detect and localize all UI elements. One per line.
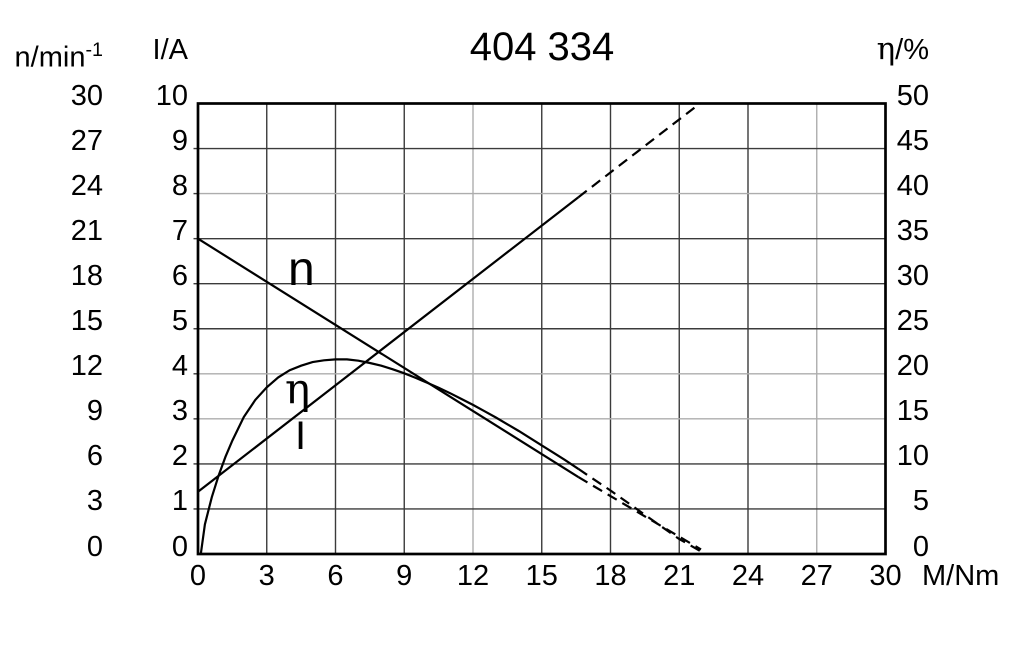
current-curve-label: I bbox=[295, 414, 307, 458]
series-speed-dashed bbox=[577, 476, 702, 551]
tick-speed-9: 9 bbox=[86, 395, 103, 428]
series-current-solid bbox=[197, 196, 580, 493]
tick-speed-18: 18 bbox=[70, 260, 103, 293]
tick-speed-15: 15 bbox=[70, 305, 103, 338]
tick-x-27: 27 bbox=[800, 560, 833, 592]
tick-x-9: 9 bbox=[396, 560, 413, 592]
tick-speed-0: 0 bbox=[86, 530, 103, 563]
tick-x-0: 0 bbox=[189, 560, 207, 592]
tick-efficiency-50: 50 bbox=[896, 80, 929, 112]
tick-speed-6: 6 bbox=[86, 440, 103, 473]
tick-x-30: 30 bbox=[869, 560, 902, 592]
tick-speed-24: 24 bbox=[70, 170, 103, 203]
tick-efficiency-20: 20 bbox=[896, 350, 929, 383]
tick-current-2: 2 bbox=[171, 440, 188, 473]
torque-axis-header: M/Nm bbox=[922, 560, 1000, 592]
tick-current-9: 9 bbox=[171, 125, 188, 158]
tick-efficiency-40: 40 bbox=[896, 170, 929, 203]
tick-current-0: 0 bbox=[171, 530, 188, 563]
tick-speed-12: 12 bbox=[70, 350, 103, 383]
series-efficiency-dashed bbox=[577, 467, 701, 552]
tick-x-12: 12 bbox=[456, 560, 490, 592]
tick-efficiency-45: 45 bbox=[896, 125, 929, 158]
tick-current-5: 5 bbox=[171, 305, 188, 338]
tick-current-1: 1 bbox=[171, 485, 188, 518]
tick-speed-21: 21 bbox=[70, 215, 103, 248]
efficiency-axis-unit: /% bbox=[895, 34, 929, 66]
speed-axis-header-base: n/min bbox=[14, 41, 86, 74]
efficiency-axis-header: η/% bbox=[849, 34, 929, 66]
tick-current-10: 10 bbox=[155, 80, 188, 112]
eta-symbol: η bbox=[876, 31, 896, 67]
tick-current-3: 3 bbox=[171, 395, 188, 428]
tick-current-8: 8 bbox=[171, 170, 188, 203]
efficiency-curve-label: η bbox=[285, 364, 311, 413]
tick-current-6: 6 bbox=[171, 260, 188, 293]
tick-efficiency-0: 0 bbox=[912, 530, 929, 563]
series-speed-solid bbox=[197, 237, 579, 479]
speed-axis-header: n/min-1 bbox=[13, 36, 103, 73]
series-efficiency-solid bbox=[199, 358, 580, 555]
tick-efficiency-15: 15 bbox=[896, 395, 929, 428]
tick-x-15: 15 bbox=[525, 560, 558, 592]
tick-efficiency-10: 10 bbox=[896, 440, 929, 473]
tick-x-3: 3 bbox=[258, 560, 275, 592]
speed-axis-header-exponent: -1 bbox=[85, 39, 103, 61]
series-current-dashed bbox=[577, 102, 701, 199]
tick-efficiency-5: 5 bbox=[912, 485, 929, 518]
tick-speed-27: 27 bbox=[70, 125, 103, 158]
current-axis-header: I/A bbox=[152, 34, 188, 66]
tick-x-21: 21 bbox=[663, 560, 696, 592]
tick-x-6: 6 bbox=[327, 560, 344, 592]
tick-efficiency-30: 30 bbox=[896, 260, 929, 293]
tick-current-7: 7 bbox=[171, 215, 188, 248]
tick-efficiency-35: 35 bbox=[896, 215, 929, 248]
tick-x-24: 24 bbox=[731, 560, 765, 592]
tick-x-18: 18 bbox=[594, 560, 627, 592]
tick-speed-3: 3 bbox=[86, 485, 103, 518]
tick-efficiency-25: 25 bbox=[896, 305, 929, 338]
speed-curve-label: n bbox=[288, 243, 315, 296]
tick-speed-30: 30 bbox=[70, 80, 103, 112]
plot-border bbox=[196, 102, 887, 556]
chart-title: 404 334 bbox=[469, 25, 615, 69]
tick-current-4: 4 bbox=[171, 350, 188, 383]
